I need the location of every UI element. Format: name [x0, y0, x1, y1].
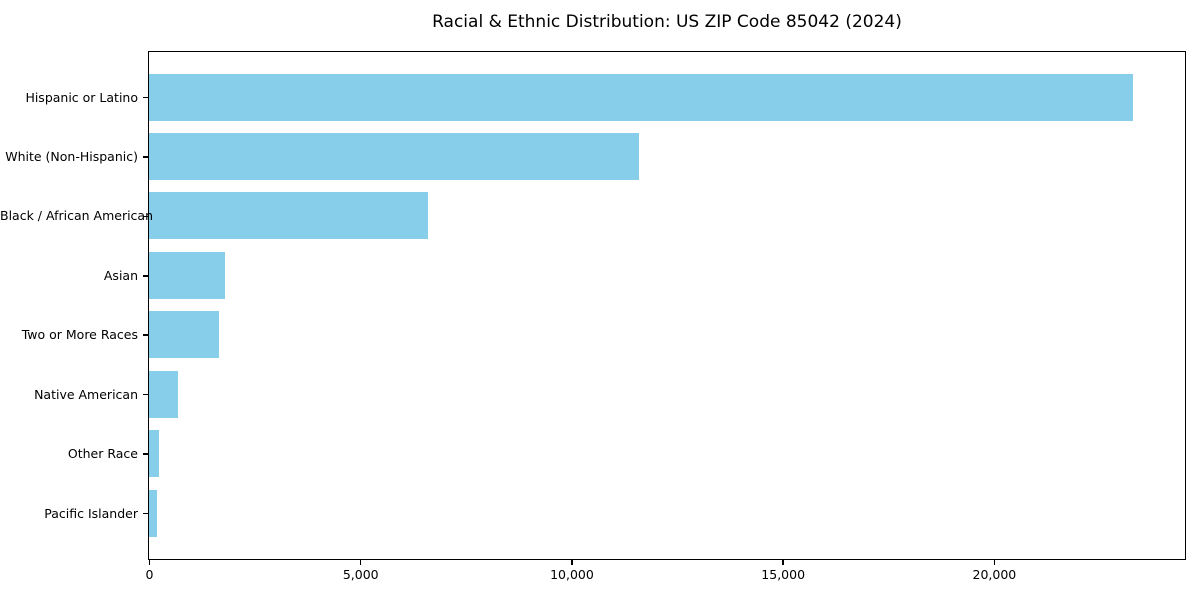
bar-asian — [149, 251, 226, 299]
y-tick-label: Hispanic or Latino — [25, 89, 138, 105]
bar-native-american — [149, 370, 178, 418]
y-tick-label: Black / African American — [0, 208, 154, 224]
bar-hispanic-or-latino — [149, 73, 1134, 121]
y-tick-label: White (Non-Hispanic) — [5, 148, 138, 164]
y-tick-mark — [143, 96, 148, 99]
y-tick-label: Asian — [103, 267, 138, 283]
y-tick-mark — [143, 156, 148, 158]
bar-pacific-islander — [149, 489, 158, 537]
y-tick-mark — [143, 275, 148, 277]
x-tick-mark — [993, 560, 996, 565]
x-tick-label: 5,000 — [342, 567, 379, 582]
y-tick-mark — [143, 512, 148, 515]
y-tick-mark — [143, 334, 148, 336]
x-tick-label: 20,000 — [972, 567, 1017, 582]
y-tick-label: Pacific Islander — [44, 505, 138, 521]
bar-other-race — [149, 430, 159, 478]
x-tick-label: 10,000 — [550, 567, 594, 582]
x-tick-label: 0 — [145, 567, 154, 582]
bar-white-non-hispanic — [149, 132, 640, 180]
plot-area — [148, 51, 1186, 560]
x-tick-mark — [359, 560, 362, 565]
chart-title: Racial & Ethnic Distribution: US ZIP Cod… — [432, 12, 902, 32]
x-tick-mark — [571, 560, 573, 565]
x-tick-mark — [148, 560, 151, 565]
bar-two-or-more-races — [149, 311, 219, 359]
x-tick-mark — [782, 560, 784, 565]
y-tick-label: Other Race — [67, 446, 138, 462]
y-tick-label: Two or More Races — [21, 327, 138, 343]
y-tick-mark — [143, 215, 148, 218]
x-tick-label: 15,000 — [761, 567, 806, 582]
y-tick-label: Native American — [34, 386, 138, 402]
bar-black-african-american — [149, 192, 428, 240]
y-tick-mark — [143, 393, 148, 396]
y-tick-mark — [143, 453, 148, 455]
